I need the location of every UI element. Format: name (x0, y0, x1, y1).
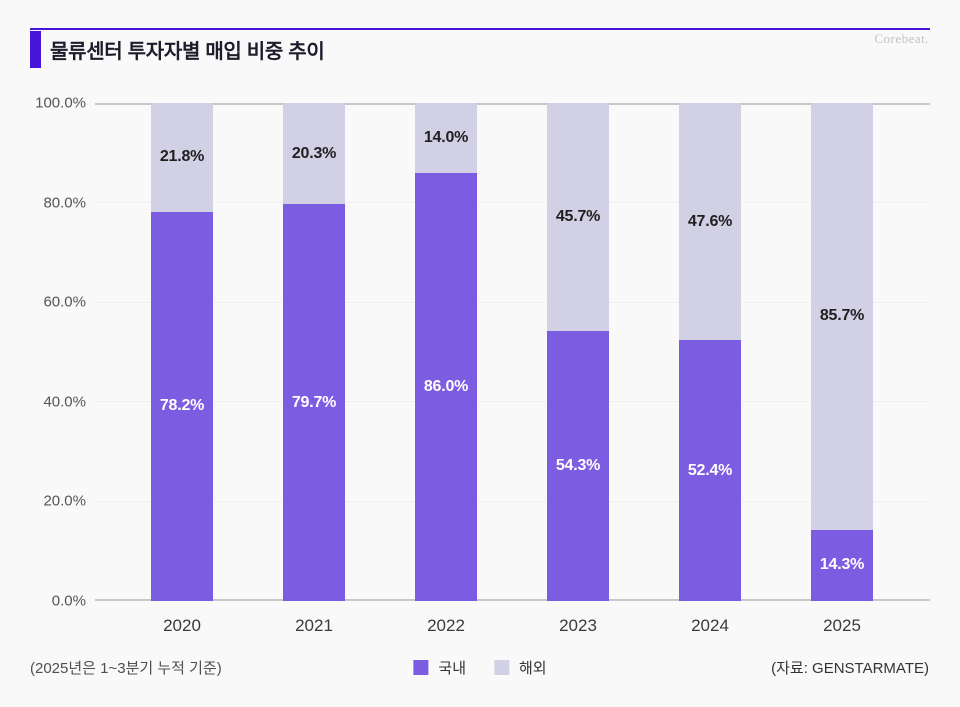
bar-value-domestic-2024: 52.4% (687, 461, 733, 479)
y-tick-label-40: 40.0% (43, 393, 86, 411)
bar-value-overseas-2020: 21.8% (159, 148, 205, 166)
y-tick-label-0: 0.0% (51, 592, 86, 610)
bar-column-2024: 52.4% 47.6% (679, 103, 741, 601)
y-tick-label-20: 20.0% (43, 492, 86, 510)
x-tick-label-2023: 2023 (559, 616, 597, 635)
plot-area: 78.2% 21.8% 79.7% 20.3% 86.0% 14.0% 54.3% 45.7%… (95, 103, 930, 601)
y-tick-label-80: 80.0% (43, 194, 86, 212)
bar-segment-domestic-2025: 14.3% (811, 529, 873, 601)
footnote: (2025년은 1~3분기 누적 기준) (30, 660, 222, 677)
bar-segment-domestic-2021: 79.7% (283, 204, 345, 601)
bar-segment-overseas-2024: 47.6% (679, 103, 741, 341)
x-tick-label-2024: 2024 (691, 616, 729, 635)
gridline-100 (95, 103, 930, 105)
bar-segment-domestic-2023: 54.3% (547, 330, 609, 601)
bar-value-domestic-2020: 78.2% (159, 397, 205, 415)
x-tick-label-2022: 2022 (427, 616, 465, 635)
gridline-60 (95, 301, 930, 303)
y-axis: 0.0% 20.0% 40.0% 60.0% 80.0% 100.0% (0, 95, 86, 610)
gridline-20 (95, 500, 930, 502)
legend-swatch-overseas (494, 660, 509, 675)
legend-item-domestic: 국내 (413, 657, 466, 678)
x-tick-label-2025: 2025 (823, 616, 861, 635)
bar-column-2023: 54.3% 45.7% (547, 103, 609, 601)
legend: 국내 해외 (413, 657, 547, 678)
bar-value-overseas-2022: 14.0% (423, 128, 469, 146)
bar-segment-overseas-2025: 85.7% (811, 103, 873, 530)
bar-value-overseas-2024: 47.6% (687, 212, 733, 230)
legend-label-overseas: 해외 (519, 660, 547, 677)
y-tick-label-100: 100.0% (35, 94, 86, 112)
bar-segment-overseas-2020: 21.8% (151, 103, 213, 212)
bar-value-overseas-2025: 85.7% (819, 307, 865, 325)
bar-value-overseas-2023: 45.7% (555, 207, 601, 225)
bar-column-2025: 14.3% 85.7% (811, 103, 873, 601)
brand-logo: Corebeat. (874, 31, 929, 46)
legend-item-overseas: 해외 (494, 657, 547, 678)
bar-segment-overseas-2023: 45.7% (547, 103, 609, 331)
legend-swatch-domestic (413, 660, 429, 675)
gridline-80 (95, 202, 930, 204)
bar-value-overseas-2021: 20.3% (291, 144, 337, 162)
bar-value-domestic-2022: 86.0% (423, 377, 469, 395)
page-title: 물류센터 투자자별 매입 비중 추이 (50, 41, 325, 63)
bar-value-domestic-2021: 79.7% (291, 393, 337, 411)
bar-segment-domestic-2022: 86.0% (415, 172, 477, 601)
bar-segment-domestic-2024: 52.4% (679, 340, 741, 601)
x-tick-label-2021: 2021 (295, 616, 333, 635)
header-rule (30, 28, 930, 30)
gridline-0 (95, 599, 930, 601)
bar-column-2022: 86.0% 14.0% (415, 103, 477, 601)
title-row: 물류센터 투자자별 매입 비중 추이 (30, 31, 325, 68)
bar-segment-overseas-2021: 20.3% (283, 103, 345, 205)
gridline-40 (95, 401, 930, 403)
y-tick-label-60: 60.0% (43, 293, 86, 311)
bar-value-domestic-2025: 14.3% (819, 556, 865, 574)
x-tick-label-2020: 2020 (163, 616, 201, 635)
title-accent-bar (30, 31, 41, 68)
bar-segment-overseas-2022: 14.0% (415, 103, 477, 173)
legend-label-domestic: 국내 (438, 660, 466, 677)
bar-segment-domestic-2020: 78.2% (151, 211, 213, 601)
x-axis: 2020 2021 2022 2023 2024 2025 (0, 616, 960, 640)
source-credit: (자료: GENSTARMATE) (771, 660, 929, 677)
bar-column-2020: 78.2% 21.8% (151, 103, 213, 601)
bar-value-domestic-2023: 54.3% (555, 456, 601, 474)
bar-column-2021: 79.7% 20.3% (283, 103, 345, 601)
